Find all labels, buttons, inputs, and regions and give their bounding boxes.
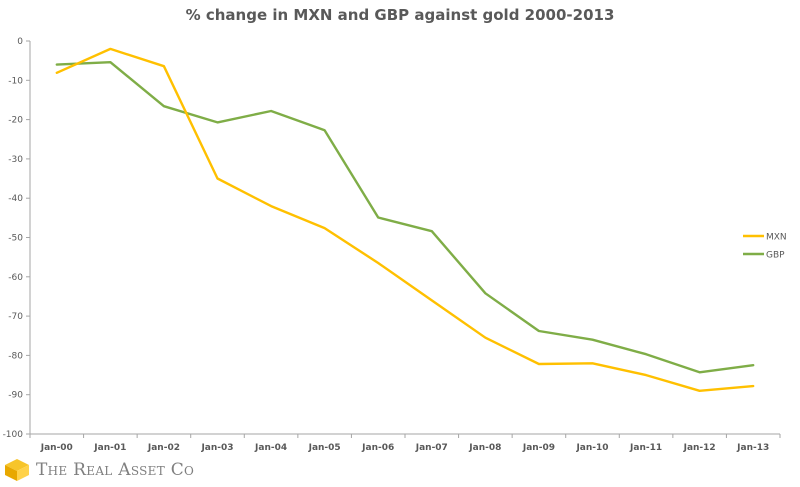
x-tick-label: Jan-13 — [736, 443, 769, 453]
y-tick-label: -80 — [8, 351, 23, 361]
x-tick-label: Jan-05 — [308, 443, 341, 453]
y-tick-label: -90 — [8, 391, 23, 401]
y-tick-label: -50 — [8, 234, 23, 244]
x-tick-label: Jan-01 — [93, 443, 126, 453]
x-tick-label: Jan-08 — [468, 443, 501, 453]
y-tick-label: -30 — [8, 155, 23, 165]
x-tick-label: Jan-09 — [522, 443, 555, 453]
y-axis: 0 -10 -20 -30 -40 -50 -60 -70 -80 -90 -100 — [3, 37, 31, 440]
company-name: The Real Asset Co — [36, 460, 195, 480]
legend: MXN GBP — [743, 233, 787, 261]
x-tick-label: Jan-10 — [575, 443, 608, 453]
chart-title: % change in MXN and GBP against gold 200… — [185, 6, 615, 24]
y-tick-label: -20 — [8, 116, 23, 126]
y-tick-label: -70 — [8, 312, 23, 322]
x-tick-label: Jan-00 — [40, 443, 73, 453]
x-tick-label: Jan-03 — [200, 443, 233, 453]
y-tick-label: -40 — [8, 194, 23, 204]
x-tick-label: Jan-07 — [415, 443, 448, 453]
x-tick-label: Jan-06 — [361, 443, 394, 453]
legend-label-mxn: MXN — [766, 233, 787, 243]
series-line-mxn — [55, 47, 755, 392]
company-logo: The Real Asset Co — [4, 458, 194, 482]
x-tick-label: Jan-12 — [683, 443, 716, 453]
y-tick-label: 0 — [17, 37, 23, 47]
y-tick-label: -10 — [8, 76, 23, 86]
series-line-gbp — [55, 61, 755, 374]
y-tick-label: -60 — [8, 273, 23, 283]
x-axis: Jan-00 Jan-01 Jan-02 Jan-03 Jan-04 Jan-05 Jan-… — [29, 433, 781, 453]
x-tick-label: Jan-11 — [629, 443, 662, 453]
x-tick-label: Jan-04 — [254, 443, 287, 453]
cube-logo-icon — [5, 459, 29, 481]
y-tick-label: -100 — [3, 430, 24, 440]
legend-label-gbp: GBP — [766, 251, 785, 261]
x-tick-label: Jan-02 — [147, 443, 180, 453]
series-layer — [55, 47, 755, 392]
